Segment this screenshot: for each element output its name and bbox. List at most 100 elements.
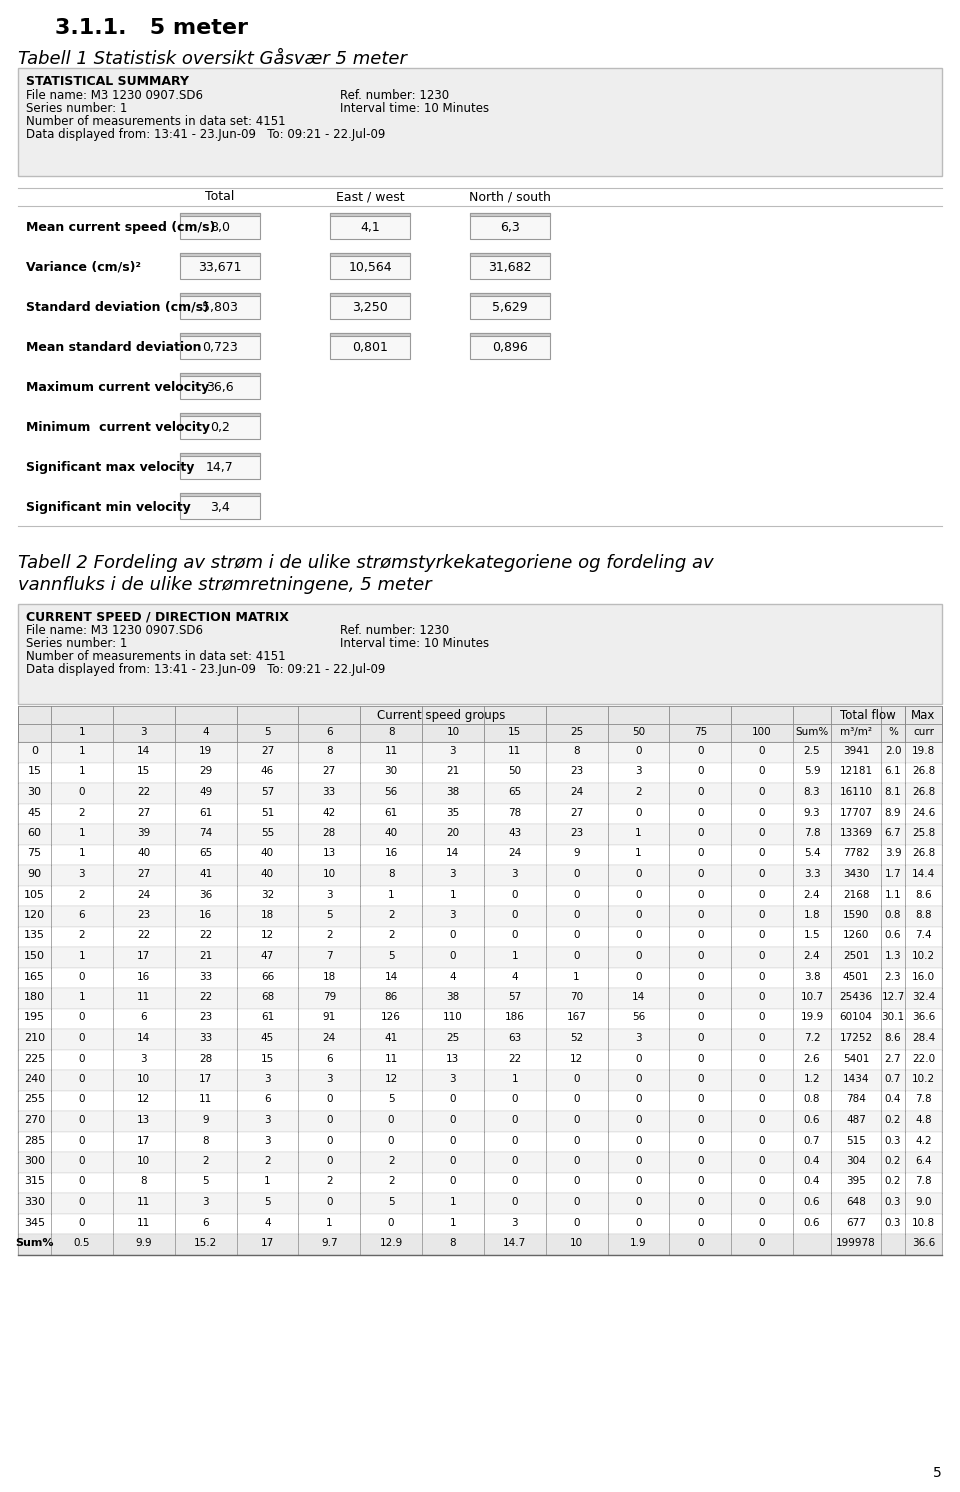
Text: 0: 0 bbox=[573, 868, 580, 879]
Text: 12: 12 bbox=[384, 1074, 397, 1085]
Text: 65: 65 bbox=[508, 786, 521, 797]
Text: 0: 0 bbox=[573, 910, 580, 921]
Text: Tabell 1 Statistisk oversikt Gåsvær 5 meter: Tabell 1 Statistisk oversikt Gåsvær 5 me… bbox=[18, 51, 407, 69]
Text: 49: 49 bbox=[199, 786, 212, 797]
Text: 0: 0 bbox=[512, 1115, 518, 1125]
Bar bbox=[470, 254, 550, 279]
Text: 8.6: 8.6 bbox=[915, 889, 932, 900]
Text: 0: 0 bbox=[636, 971, 641, 982]
Text: 18: 18 bbox=[323, 971, 336, 982]
Text: 14: 14 bbox=[632, 992, 645, 1003]
Text: 39: 39 bbox=[137, 828, 151, 839]
Text: 5: 5 bbox=[388, 950, 395, 961]
Text: 45: 45 bbox=[28, 807, 41, 818]
Bar bbox=[180, 492, 260, 495]
Text: 0.8: 0.8 bbox=[885, 910, 901, 921]
Bar bbox=[180, 454, 260, 479]
Text: 41: 41 bbox=[199, 868, 212, 879]
Text: 0: 0 bbox=[697, 828, 704, 839]
Bar bbox=[330, 292, 410, 295]
Text: 0: 0 bbox=[697, 849, 704, 858]
Text: 0: 0 bbox=[758, 931, 765, 940]
Text: 11: 11 bbox=[384, 746, 397, 756]
Text: 6: 6 bbox=[140, 1013, 147, 1022]
Text: 0: 0 bbox=[449, 1115, 456, 1125]
Text: 210: 210 bbox=[24, 1032, 45, 1043]
Bar bbox=[470, 213, 550, 216]
Text: 180: 180 bbox=[24, 992, 45, 1003]
Text: 5: 5 bbox=[388, 1197, 395, 1207]
Text: 0,2: 0,2 bbox=[210, 422, 230, 434]
Text: 8.3: 8.3 bbox=[804, 786, 820, 797]
Bar bbox=[330, 254, 410, 257]
Text: 7782: 7782 bbox=[843, 849, 869, 858]
Text: 1: 1 bbox=[512, 1074, 518, 1085]
Text: 8: 8 bbox=[326, 746, 332, 756]
Text: 300: 300 bbox=[24, 1156, 45, 1167]
Bar bbox=[180, 333, 260, 360]
Text: 17: 17 bbox=[199, 1074, 212, 1085]
Text: 1: 1 bbox=[79, 849, 85, 858]
Text: 8: 8 bbox=[140, 1177, 147, 1186]
Text: 32: 32 bbox=[261, 889, 274, 900]
Text: 0: 0 bbox=[79, 1013, 85, 1022]
Text: 0: 0 bbox=[697, 931, 704, 940]
Text: Series number: 1: Series number: 1 bbox=[26, 637, 128, 651]
Text: 22: 22 bbox=[137, 931, 151, 940]
Text: 0: 0 bbox=[449, 1156, 456, 1167]
Text: 91: 91 bbox=[323, 1013, 336, 1022]
Text: 10: 10 bbox=[137, 1074, 151, 1085]
Text: 255: 255 bbox=[24, 1095, 45, 1104]
Text: 0: 0 bbox=[326, 1095, 332, 1104]
Text: 0: 0 bbox=[758, 786, 765, 797]
Text: 0: 0 bbox=[636, 1156, 641, 1167]
Text: 15: 15 bbox=[508, 727, 521, 737]
Text: 8.6: 8.6 bbox=[885, 1032, 901, 1043]
Bar bbox=[18, 69, 942, 176]
Text: 13: 13 bbox=[137, 1115, 151, 1125]
Text: 648: 648 bbox=[846, 1197, 866, 1207]
Text: 0: 0 bbox=[697, 1238, 704, 1247]
Text: 23: 23 bbox=[570, 767, 584, 776]
Text: 4.2: 4.2 bbox=[915, 1135, 932, 1146]
Text: 42: 42 bbox=[323, 807, 336, 818]
Text: 3: 3 bbox=[79, 868, 85, 879]
Bar bbox=[18, 1091, 942, 1112]
Text: 0: 0 bbox=[79, 1156, 85, 1167]
Text: Mean current speed (cm/s): Mean current speed (cm/s) bbox=[26, 221, 215, 234]
Text: 0.3: 0.3 bbox=[885, 1217, 901, 1228]
Text: 0,896: 0,896 bbox=[492, 342, 528, 355]
Text: Significant max velocity: Significant max velocity bbox=[26, 461, 194, 474]
Text: 2: 2 bbox=[388, 1156, 395, 1167]
Text: 4: 4 bbox=[203, 727, 209, 737]
Text: 23: 23 bbox=[137, 910, 151, 921]
Text: Mean standard deviation: Mean standard deviation bbox=[26, 342, 202, 354]
Text: 0: 0 bbox=[636, 868, 641, 879]
Text: 0: 0 bbox=[573, 1217, 580, 1228]
Text: 1: 1 bbox=[636, 849, 641, 858]
Bar bbox=[18, 967, 942, 988]
Text: 61: 61 bbox=[384, 807, 397, 818]
Text: 11: 11 bbox=[137, 992, 151, 1003]
Text: 0: 0 bbox=[758, 849, 765, 858]
Text: 0: 0 bbox=[636, 1095, 641, 1104]
Text: 0: 0 bbox=[636, 746, 641, 756]
Text: 45: 45 bbox=[261, 1032, 274, 1043]
Bar bbox=[470, 333, 550, 360]
Text: 3: 3 bbox=[326, 889, 332, 900]
Text: 61: 61 bbox=[261, 1013, 274, 1022]
Text: 0.6: 0.6 bbox=[885, 931, 901, 940]
Text: 27: 27 bbox=[137, 868, 151, 879]
Bar bbox=[18, 1173, 942, 1194]
Text: 47: 47 bbox=[261, 950, 274, 961]
Text: 0: 0 bbox=[326, 1135, 332, 1146]
Text: 51: 51 bbox=[261, 807, 274, 818]
Text: 11: 11 bbox=[199, 1095, 212, 1104]
Text: 0: 0 bbox=[79, 1032, 85, 1043]
Text: 12: 12 bbox=[570, 1053, 584, 1064]
Text: 10.8: 10.8 bbox=[912, 1217, 935, 1228]
Text: 1: 1 bbox=[79, 727, 85, 737]
Text: 10.2: 10.2 bbox=[912, 950, 935, 961]
Text: 0: 0 bbox=[758, 889, 765, 900]
Text: 7: 7 bbox=[326, 950, 332, 961]
